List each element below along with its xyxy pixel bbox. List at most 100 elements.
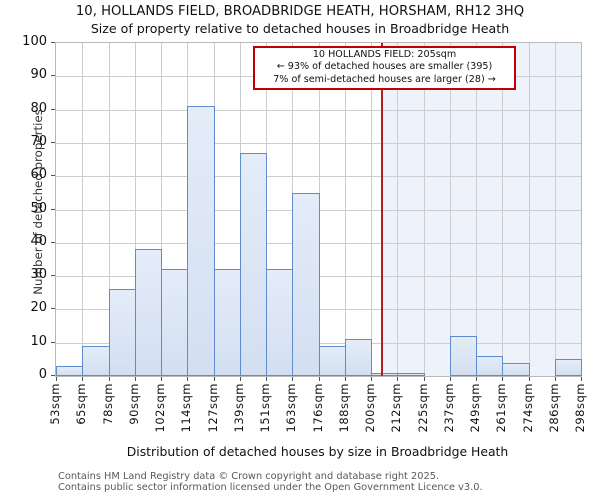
- x-tick-label: 53sqm: [48, 383, 62, 425]
- x-axis-tick: [502, 377, 504, 381]
- x-axis-tick: [318, 377, 320, 381]
- y-axis-tick: [51, 108, 55, 110]
- x-tick-label: 176sqm: [310, 383, 325, 433]
- histogram-bar: [108, 289, 136, 376]
- gridline-vertical: [476, 43, 477, 376]
- x-axis-tick: [239, 377, 241, 381]
- x-tick-label: 139sqm: [231, 383, 246, 433]
- gridline-vertical: [397, 43, 399, 376]
- gridline-vertical: [344, 43, 346, 376]
- annotation-box: 10 HOLLANDS FIELD: 205sqm ← 93% of detac…: [253, 46, 516, 91]
- x-axis-tick: [82, 377, 84, 381]
- x-axis-tick: [476, 377, 477, 381]
- x-axis-tick: [554, 377, 556, 381]
- y-axis-tick: [51, 141, 55, 143]
- x-tick-label: 274sqm: [520, 383, 535, 433]
- histogram-bar: [56, 366, 84, 376]
- gridline-vertical: [528, 43, 530, 376]
- x-axis-tick: [161, 377, 162, 381]
- x-axis-tick: [344, 377, 346, 381]
- histogram-bar: [213, 269, 241, 376]
- y-axis-tick: [51, 275, 55, 277]
- x-tick-label: 261sqm: [494, 383, 509, 433]
- gridline-vertical: [423, 43, 425, 376]
- histogram-bar: [82, 346, 110, 376]
- histogram-bar: [239, 152, 267, 376]
- x-axis-tick: [213, 377, 215, 381]
- y-tick-label: 70: [30, 133, 47, 149]
- y-axis-tick: [51, 241, 55, 243]
- gridline-vertical: [449, 43, 451, 376]
- y-tick-label: 60: [30, 167, 47, 183]
- y-tick-label: 40: [30, 233, 47, 249]
- chart-subtitle: Size of property relative to detached ho…: [90, 21, 510, 36]
- gridline-vertical: [108, 43, 110, 376]
- annotation-line2: ← 93% of detached houses are smaller (39…: [276, 61, 493, 73]
- y-tick-label: 0: [38, 367, 47, 382]
- x-tick-label: 225sqm: [415, 383, 430, 433]
- x-tick-label: 102sqm: [153, 383, 167, 433]
- x-tick-label: 200sqm: [363, 383, 377, 433]
- x-axis-tick: [528, 377, 530, 381]
- x-axis-tick: [56, 377, 57, 381]
- x-axis-tick: [397, 377, 399, 381]
- x-tick-label: 212sqm: [389, 383, 404, 433]
- gridline-vertical: [161, 43, 162, 376]
- x-axis-tick: [423, 377, 425, 381]
- x-tick-label: 298sqm: [573, 383, 587, 433]
- histogram-bar: [161, 269, 189, 376]
- histogram-bar: [397, 372, 425, 376]
- y-axis-tick: [51, 341, 55, 343]
- y-axis-tick: [51, 208, 55, 210]
- histogram-bar: [502, 362, 530, 376]
- histogram-bar: [266, 269, 294, 376]
- annotation-line1: 10 HOLLANDS FIELD: 205sqm: [312, 49, 457, 60]
- footer-line2: Contains public sector information licen…: [58, 482, 483, 493]
- y-tick-label: 30: [30, 267, 47, 283]
- gridline-vertical: [502, 43, 504, 376]
- y-tick-label: 50: [30, 200, 47, 216]
- plot-area: [55, 42, 582, 377]
- y-tick-label: 10: [30, 333, 47, 349]
- x-axis-tick: [292, 377, 294, 381]
- x-axis-tick: [187, 377, 189, 381]
- y-axis-tick: [51, 175, 55, 177]
- gridline-vertical: [554, 43, 556, 376]
- histogram-bar: [554, 359, 582, 376]
- y-axis-tick: [51, 75, 55, 77]
- x-tick-label: 188sqm: [336, 383, 351, 433]
- x-tick-label: 249sqm: [468, 383, 482, 433]
- histogram-bar: [476, 356, 504, 376]
- x-axis-tick: [449, 377, 451, 381]
- y-tick-label: 20: [30, 300, 47, 316]
- y-axis-tick: [51, 308, 55, 310]
- x-tick-label: 286sqm: [546, 383, 561, 433]
- x-axis-tick: [371, 377, 372, 381]
- footer-line1: Contains HM Land Registry data © Crown c…: [58, 471, 440, 482]
- x-tick-label: 163sqm: [284, 383, 299, 433]
- x-tick-label: 237sqm: [441, 383, 456, 433]
- histogram-bar: [134, 249, 162, 376]
- x-axis-tick: [108, 377, 110, 381]
- x-axis-tick: [581, 377, 582, 381]
- x-tick-label: 65sqm: [74, 383, 89, 425]
- histogram-bar: [449, 336, 477, 376]
- annotation-line3: 7% of semi-detached houses are larger (2…: [273, 73, 496, 85]
- gridline-vertical: [371, 43, 372, 376]
- gridline-vertical: [134, 43, 136, 376]
- y-axis-tick: [51, 42, 55, 43]
- x-tick-label: 151sqm: [258, 383, 272, 433]
- x-tick-label: 127sqm: [205, 383, 220, 433]
- histogram-bar: [187, 106, 215, 376]
- x-axis-tick: [134, 377, 136, 381]
- histogram-bar: [292, 192, 320, 376]
- x-axis-title: Distribution of detached houses by size …: [126, 444, 509, 459]
- histogram-bar: [318, 346, 346, 376]
- gridline-vertical: [82, 43, 84, 376]
- property-size-marker-line: [380, 43, 383, 376]
- y-axis-tick: [51, 375, 55, 376]
- y-tick-label: 90: [30, 67, 47, 83]
- histogram-bar: [371, 372, 399, 376]
- y-tick-label: 80: [30, 100, 47, 116]
